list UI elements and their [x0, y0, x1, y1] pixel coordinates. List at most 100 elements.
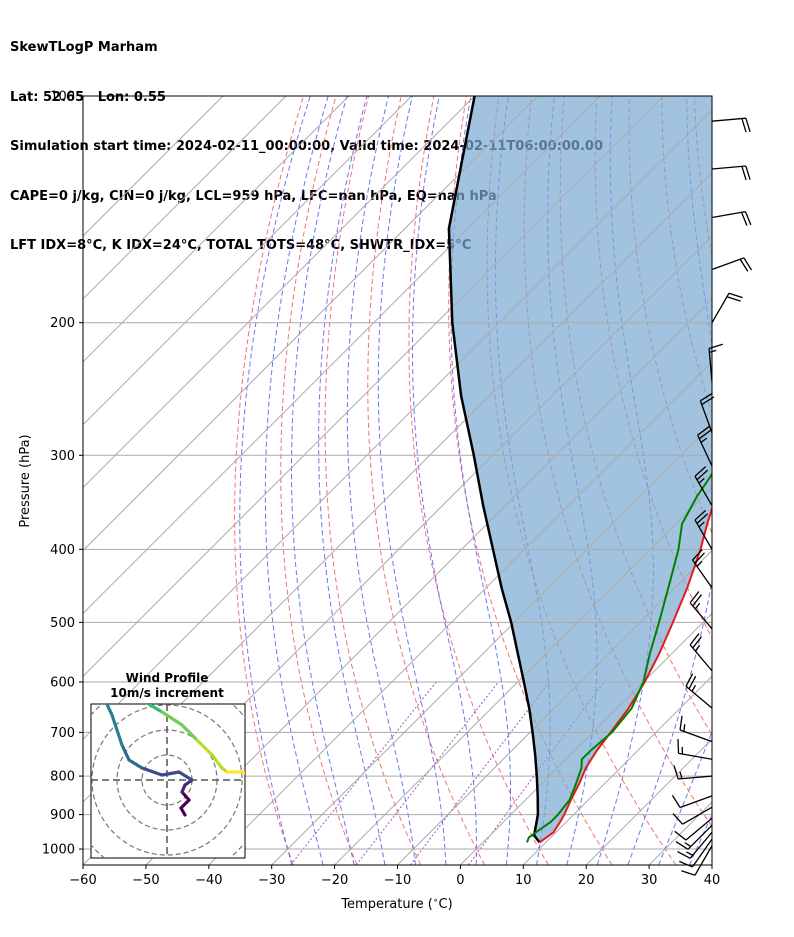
y-tick-label: 300: [50, 449, 75, 464]
wind-barb: [675, 824, 713, 850]
hodograph-trace-segment: [145, 704, 164, 714]
hodograph-trace-segment: [160, 710, 184, 727]
x-tick-label: −20: [321, 873, 348, 888]
mixing-ratio-line: [409, 681, 550, 865]
wind-barb: [689, 633, 713, 672]
wind-barb: [711, 117, 751, 133]
y-tick-label: 1000: [42, 843, 75, 858]
isotherm-line: [711, 864, 712, 865]
isotherm-line: [334, 486, 712, 865]
wind-barb: [679, 715, 713, 743]
moist-adiabat-line: [318, 96, 386, 865]
wind-barb: [689, 591, 713, 630]
y-tick-label: 700: [50, 726, 75, 741]
isotherm-line: [460, 612, 712, 865]
isotherm-line: [208, 361, 712, 865]
wind-barb: [677, 739, 713, 760]
moist-adiabat-line: [720, 96, 794, 865]
x-axis-label: Temperature (∘C): [340, 896, 452, 912]
y-tick-label: 200: [50, 316, 75, 331]
isotherm-line: [83, 96, 664, 678]
axis-ticks: −60 −50 −40 −30 −20 −10 0 10 20 30 40 1000 900 800 700…: [42, 90, 720, 889]
grid-lines: [83, 96, 712, 865]
moist-adiabat-line: [627, 96, 712, 865]
hodograph-trace-segment: [110, 713, 119, 732]
hodograph-trace-segment: [180, 723, 199, 742]
x-tick-label: −40: [195, 873, 222, 888]
hodograph-trace-segment: [115, 728, 124, 747]
wind-barb: [685, 673, 713, 709]
x-tick-label: 0: [456, 873, 464, 888]
hodograph-trace-segment: [105, 704, 114, 717]
x-tick-label: 20: [578, 873, 595, 888]
isotherm-line: [83, 96, 224, 237]
dry-adiabat-line: [727, 96, 794, 865]
y-tick-label: 800: [50, 770, 75, 785]
mixing-ratio-line: [468, 681, 605, 865]
moist-adiabat-line: [658, 730, 712, 865]
wind-barb: [711, 257, 753, 272]
isotherm-line: [83, 96, 601, 615]
mixing-ratio-line: [290, 681, 437, 865]
hodograph-frame: [90, 703, 246, 859]
moist-adiabat-line: [239, 96, 311, 865]
y-tick-label: 100: [50, 90, 75, 105]
x-tick-label: −60: [69, 873, 96, 888]
cin-area-fill: [448, 96, 712, 843]
isotherm-line: [83, 96, 475, 489]
wind-barb: [708, 343, 723, 383]
hodograph-subtitle: 10m/s increment: [110, 686, 224, 700]
y-axis-label: Pressure (hPa): [18, 434, 33, 527]
wind-barb: [711, 292, 743, 324]
y-tick-label: 500: [50, 616, 75, 631]
isotherm-line: [145, 298, 712, 865]
temperature-profile-line: [539, 505, 712, 844]
isotherm-line: [83, 96, 287, 300]
dry-adiabat-line: [324, 96, 422, 865]
wind-barb: [672, 806, 713, 825]
wind-barb: [691, 549, 713, 589]
location-line: Lat: 52.65 Lon: 0.55: [10, 89, 166, 105]
wind-barb: [673, 765, 713, 780]
isotherm-line: [83, 96, 413, 426]
hodograph-trace-segment: [179, 798, 191, 810]
wind-barb: [679, 838, 713, 868]
isotherm-line: [83, 96, 350, 363]
dry-adiabat-line: [448, 96, 613, 865]
moist-adiabat-line: [264, 96, 329, 865]
hodograph-trace-segment: [180, 790, 191, 802]
wind-barb: [711, 210, 752, 226]
moist-adiabat-line: [346, 96, 416, 865]
hodograph-trace-segment: [127, 758, 144, 770]
index-line: LFT IDX=8°C, K IDX=24°C, TOTAL TOTS=48°C…: [10, 238, 472, 253]
cape-cin-fill: [448, 96, 712, 843]
hodograph-trace-segment: [210, 753, 224, 770]
wind-barb: [674, 817, 713, 841]
wind-barb: [697, 426, 713, 467]
hodograph-trace-segment: [97, 682, 105, 700]
hodograph-trace-segment: [160, 770, 181, 777]
wind-barb: [711, 165, 751, 181]
x-tick-label: −30: [258, 873, 285, 888]
wind-barb: [681, 845, 713, 876]
hodograph-trace-segment: [195, 738, 214, 757]
dry-adiabat-line: [760, 96, 794, 865]
hodograph-trace-segment: [140, 766, 164, 777]
x-tick-label: 30: [641, 873, 658, 888]
x-tick-label: −50: [132, 873, 159, 888]
y-tick-label: 400: [50, 543, 75, 558]
wind-barb: [671, 795, 713, 809]
parcel-profile-line: [447, 96, 541, 844]
dry-adiabat-line: [280, 96, 358, 865]
profile-lines: [447, 96, 712, 844]
dry-adiabat-line: [234, 96, 304, 865]
chart-title: SkewTLogP Marham: [10, 40, 158, 55]
wind-barb: [694, 466, 713, 507]
hodograph-trace-segment: [120, 743, 131, 762]
hodograph-title: Wind Profile: [126, 671, 209, 685]
x-tick-label: 40: [704, 873, 721, 888]
wind-barb: [677, 831, 713, 859]
wind-barb: [694, 509, 713, 550]
